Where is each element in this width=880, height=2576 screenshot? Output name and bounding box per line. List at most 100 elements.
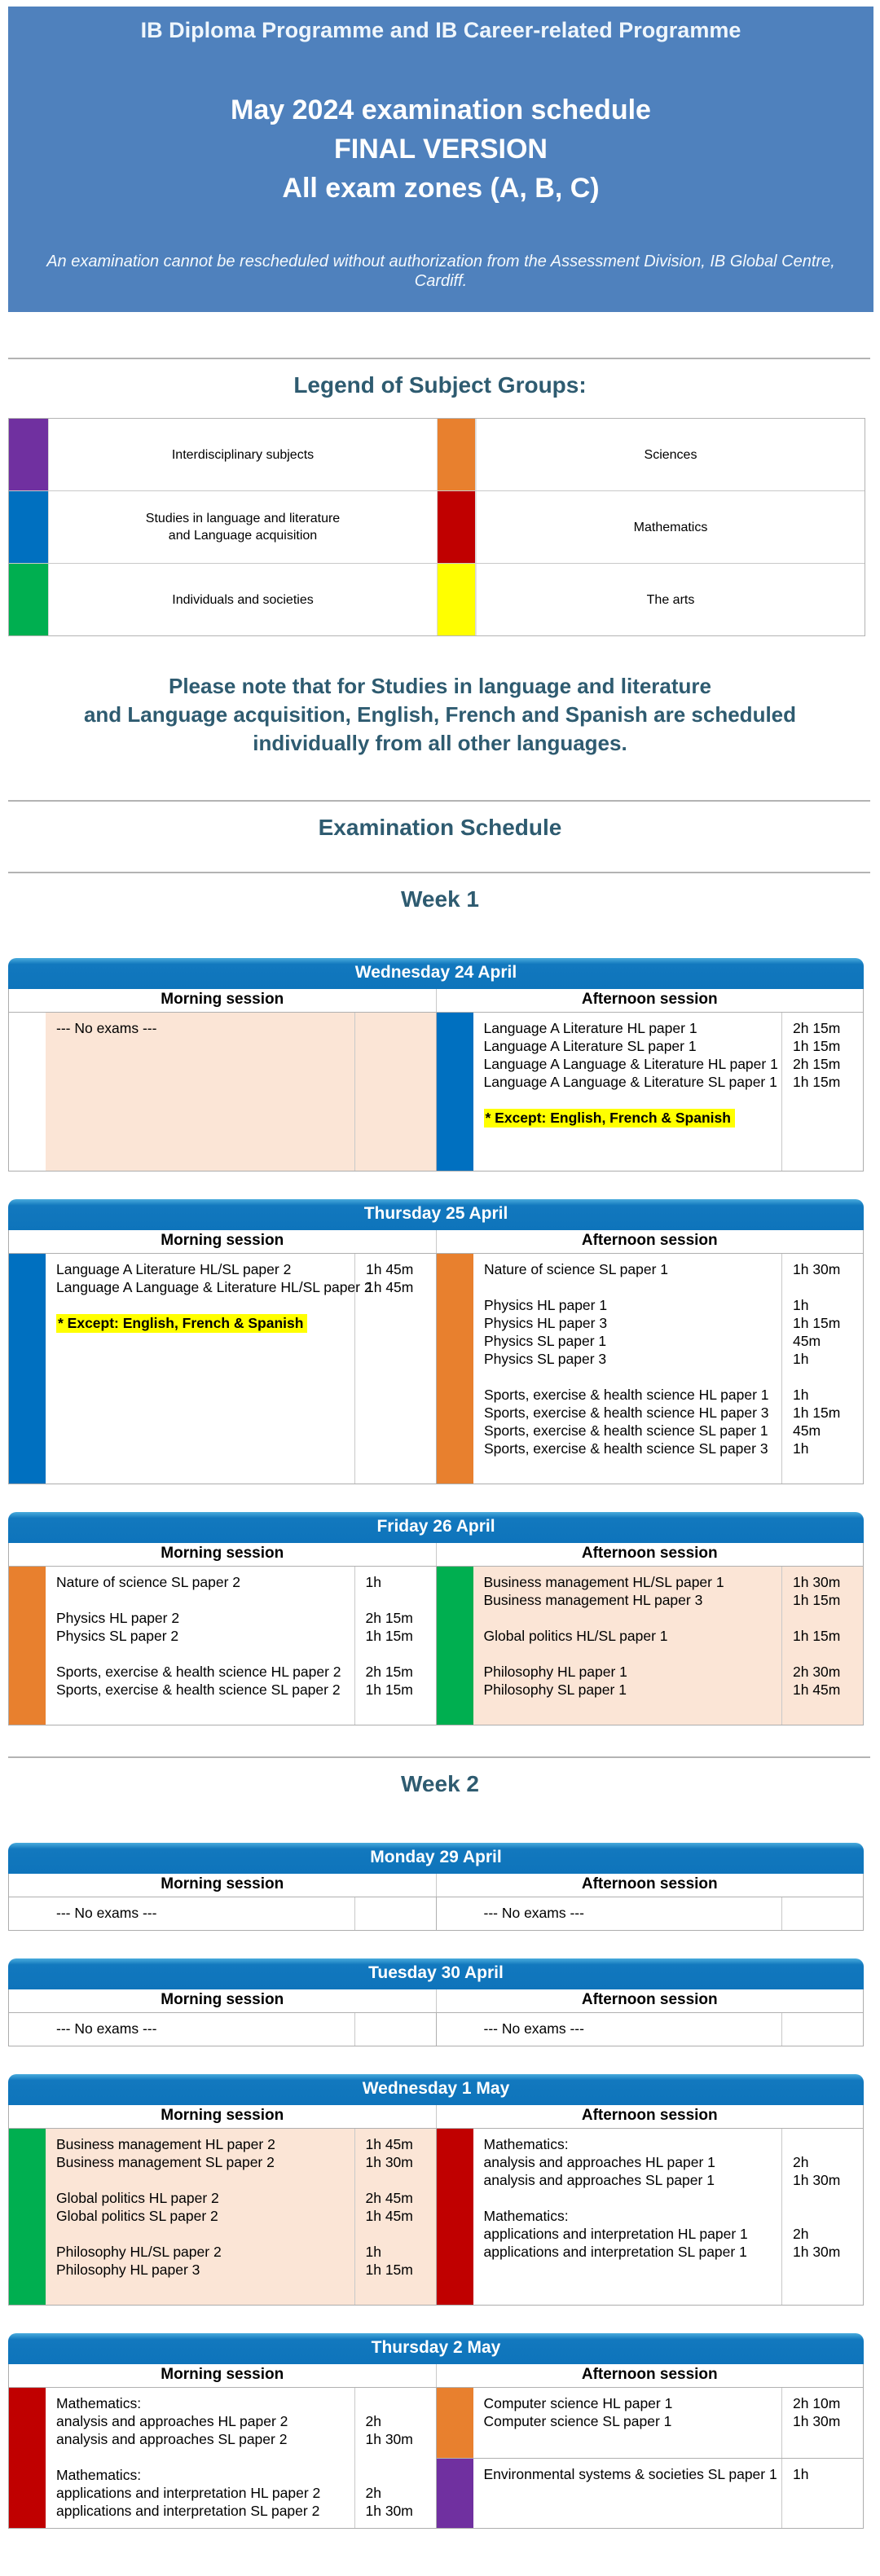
exam-name: applications and interpretation SL paper… bbox=[56, 2503, 320, 2519]
exam-name bbox=[56, 2279, 351, 2297]
session-header-row: Morning session Afternoon session bbox=[9, 1543, 863, 1567]
exam-name: Global politics HL/SL paper 1 bbox=[483, 1628, 668, 1644]
session-header-morning: Morning session bbox=[161, 1232, 284, 1249]
day-frame: Morning session Afternoon session --- No e… bbox=[8, 1874, 864, 1931]
exam-duration: 45m bbox=[793, 1333, 821, 1349]
exam-duration: 1h 15m bbox=[365, 2262, 413, 2278]
session-block: Nature of science SL paper 2 Physics HL p… bbox=[9, 1567, 436, 1725]
exam-duration-column: 1h 2h 15m 1h 15m 2h 15m 1h 15m bbox=[354, 1567, 436, 1725]
exam-name bbox=[56, 2171, 351, 2189]
session-header-afternoon: Afternoon session bbox=[435, 1874, 864, 1897]
exam-duration bbox=[793, 2189, 863, 2207]
exam-duration: 1h 30m bbox=[793, 2172, 841, 2188]
title-banner: IB Diploma Programme and IB Career-relat… bbox=[8, 7, 873, 312]
session-block: Language A Literature HL/SL paper 2 Langu… bbox=[9, 1254, 436, 1484]
exam-name: Computer science HL paper 1 bbox=[483, 2395, 673, 2411]
exam-name: Philosophy SL paper 1 bbox=[483, 1681, 627, 1698]
session-header-afternoon: Afternoon session bbox=[435, 989, 864, 1012]
exam-name: Sports, exercise & health science SL pap… bbox=[484, 1440, 768, 1457]
exam-name: Physics SL paper 3 bbox=[484, 1351, 607, 1367]
exam-duration: 1h 30m bbox=[365, 2431, 413, 2447]
day-header: Wednesday 1 May bbox=[8, 2074, 864, 2105]
session-afternoon: Business management HL/SL paper 1 Busines… bbox=[435, 1567, 863, 1725]
exam-duration bbox=[366, 2394, 436, 2412]
exam-name bbox=[484, 1091, 779, 1109]
week-heading: Week 1 bbox=[401, 886, 479, 912]
section-divider bbox=[8, 358, 870, 359]
legend-label: Studies in language and literature and L… bbox=[48, 491, 437, 563]
exam-name-column: Language A Literature HL paper 1 Language… bbox=[473, 1013, 782, 1171]
exam-name: applications and interpretation HL paper… bbox=[483, 2226, 748, 2242]
exam-duration: 1h 30m bbox=[793, 2413, 841, 2429]
day-frame: Morning session Afternoon session Language… bbox=[8, 1230, 864, 1484]
exam-duration bbox=[793, 2483, 863, 2501]
day-table: Tuesday 30 April Morning session Afternoon… bbox=[8, 1958, 864, 2046]
exam-duration bbox=[366, 2466, 436, 2484]
exam-duration: 2h bbox=[365, 2413, 381, 2429]
exam-name: Language A Language & Literature SL pape… bbox=[483, 1074, 777, 1090]
day-table: Friday 26 April Morning session Afternoon … bbox=[8, 1512, 864, 1725]
exam-duration-column: 1h bbox=[781, 2458, 863, 2528]
subject-group-color-bar bbox=[9, 1254, 46, 1484]
exam-name: Environmental systems & societies SL pap… bbox=[483, 2465, 777, 2482]
exam-name-column: Mathematics: analysis and approaches HL p… bbox=[46, 2388, 354, 2528]
exam-duration bbox=[366, 1296, 436, 1314]
exam-name: Physics SL paper 1 bbox=[484, 1333, 607, 1349]
legend-color-swatch bbox=[437, 419, 476, 490]
exam-name: Global politics SL paper 2 bbox=[56, 2208, 218, 2224]
exam-duration: 2h bbox=[365, 2485, 381, 2501]
exam-name bbox=[484, 1645, 779, 1663]
exam-name: --- No exams --- bbox=[483, 1905, 584, 1921]
exam-duration-column: 2h 15m 1h 15m 2h 15m 1h 15m bbox=[781, 1013, 863, 1171]
exam-duration: 1h 15m bbox=[793, 1074, 841, 1090]
exam-name: Philosophy HL paper 3 bbox=[56, 2262, 200, 2278]
exam-duration-column: 1h 45m 1h 30m 2h 45m 1h 45m 1h 1h 15m bbox=[354, 2129, 436, 2305]
exam-duration bbox=[793, 1278, 863, 1296]
subject-group-color-bar bbox=[437, 1254, 473, 1484]
exam-name: * Except: English, French & Spanish bbox=[56, 1314, 351, 1333]
exam-name: Physics HL paper 2 bbox=[56, 1610, 180, 1626]
day-body: Nature of science SL paper 2 Physics HL p… bbox=[9, 1567, 863, 1725]
subject-group-color-bar bbox=[436, 1013, 473, 1171]
section-divider bbox=[8, 1756, 870, 1758]
legend-label: Sciences bbox=[476, 419, 865, 490]
day-header: Thursday 25 April bbox=[8, 1199, 864, 1230]
legend-color-swatch bbox=[437, 564, 476, 635]
subject-group-color-bar bbox=[9, 1567, 46, 1725]
exam-name: Language A Language & Literature HL/SL p… bbox=[56, 1279, 372, 1295]
exam-duration: 1h 30m bbox=[365, 2503, 413, 2519]
subject-group-color-bar bbox=[436, 1567, 473, 1725]
exam-name-column: Language A Literature HL/SL paper 2 Langu… bbox=[46, 1254, 372, 1484]
exception-highlight: * Except: English, French & Spanish bbox=[56, 1314, 308, 1333]
exam-name-column: --- No exams --- bbox=[473, 2013, 782, 2046]
exam-name: Philosophy HL paper 1 bbox=[483, 1664, 627, 1680]
session-morning: --- No exams --- bbox=[9, 2013, 436, 2046]
exam-name bbox=[484, 2501, 779, 2519]
banner-title-line-3: All exam zones (A, B, C) bbox=[282, 173, 600, 204]
exam-name-column: Mathematics: analysis and approaches HL p… bbox=[473, 2129, 782, 2305]
banner-title-line-1: May 2024 examination schedule bbox=[231, 95, 651, 125]
exam-name: Mathematics: bbox=[483, 2208, 569, 2224]
exam-duration: 2h 15m bbox=[365, 1610, 413, 1626]
session-header-row: Morning session Afternoon session bbox=[9, 2105, 863, 2129]
day-body: Business management HL paper 2 Business m… bbox=[9, 2129, 863, 2305]
exam-name: Language A Literature HL/SL paper 2 bbox=[56, 1261, 292, 1277]
examination-schedule: Week 1 Wednesday 24 April Morning session A… bbox=[0, 872, 880, 2529]
day-frame: Morning session Afternoon session Nature o… bbox=[8, 1543, 864, 1725]
exam-name: Physics HL paper 3 bbox=[484, 1315, 608, 1331]
exam-name bbox=[484, 1278, 778, 1296]
exam-name: Language A Literature SL paper 1 bbox=[483, 1038, 697, 1054]
exam-duration bbox=[793, 1609, 863, 1627]
exam-name bbox=[484, 1457, 778, 1475]
day-table: Thursday 2 May Morning session Afternoon s… bbox=[8, 2333, 864, 2529]
day-frame: Morning session Afternoon session --- No e… bbox=[8, 989, 864, 1172]
programme-line: IB Diploma Programme and IB Career-relat… bbox=[140, 18, 741, 42]
session-afternoon: Nature of science SL paper 1 Physics HL p… bbox=[436, 1254, 863, 1484]
legend-row: Studies in language and literature and L… bbox=[9, 490, 865, 563]
session-header-afternoon: Afternoon session bbox=[435, 1543, 864, 1566]
exam-duration-column bbox=[781, 2013, 863, 2046]
legend-label: Interdisciplinary subjects bbox=[48, 419, 437, 490]
exam-name: Computer science SL paper 1 bbox=[483, 2413, 672, 2429]
exam-name-column: Computer science HL paper 1 Computer scie… bbox=[473, 2388, 782, 2458]
exam-duration: 1h 15m bbox=[793, 1628, 841, 1644]
